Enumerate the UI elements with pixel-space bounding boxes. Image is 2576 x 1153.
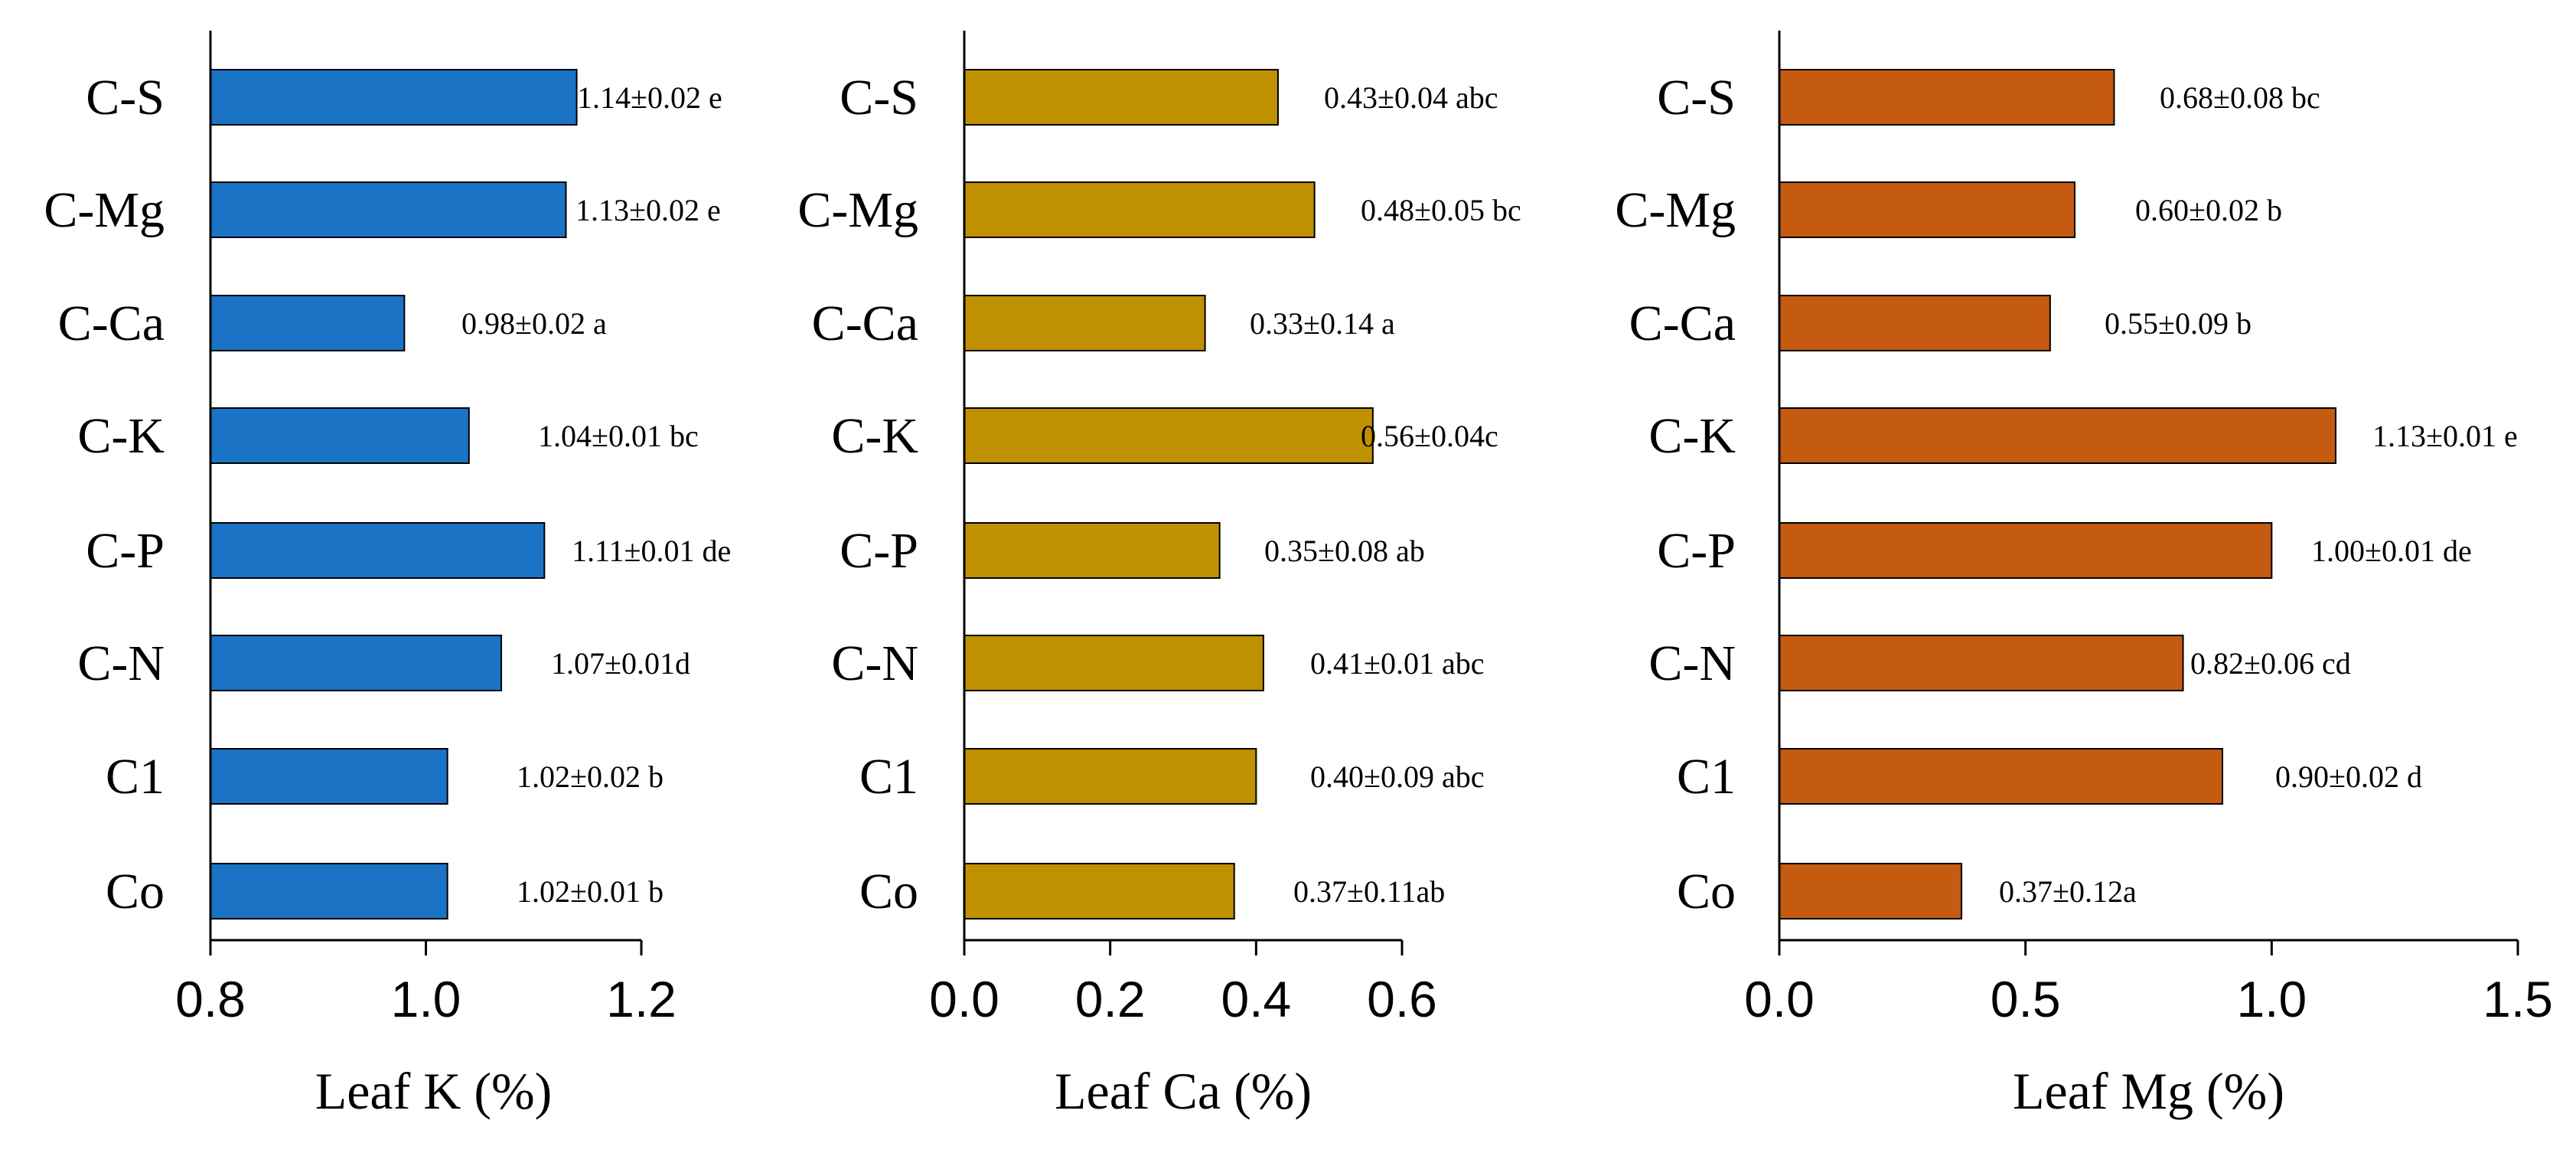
category-label-C-K: C-K <box>831 408 918 464</box>
bar-C1 <box>964 748 1257 805</box>
data-label-C1: 1.02±0.02 b <box>517 759 664 794</box>
x-tick-label: 0.2 <box>1075 971 1146 1027</box>
data-label-C1: 0.90±0.02 d <box>2275 759 2422 794</box>
bar-Co <box>964 863 1235 919</box>
data-label-C-P: 1.11±0.01 de <box>572 534 731 568</box>
data-label-C-S: 1.14±0.02 e <box>577 80 722 115</box>
bar-C-S <box>1779 69 2115 126</box>
bar-C1 <box>210 748 448 805</box>
category-label-C-K: C-K <box>77 408 165 464</box>
bar-C-K <box>210 407 470 464</box>
data-label-C-S: 0.68±0.08 bc <box>2160 80 2320 115</box>
data-label-C-Mg: 1.13±0.02 e <box>576 193 721 227</box>
data-label-C-K: 1.13±0.01 e <box>2372 419 2518 453</box>
chart-panel-3: C-S 0.68±0.08 bc C-Mg 0.60±0.02 b C-Ca 0.55±0… <box>1615 31 2553 1120</box>
bar-Co <box>210 863 448 919</box>
x-tick-label: 1.0 <box>391 971 461 1027</box>
bar-C-S <box>964 69 1279 126</box>
category-label-C-S: C-S <box>840 70 918 126</box>
data-label-C-N: 0.82±0.06 cd <box>2190 646 2351 681</box>
x-tick-label: 0.6 <box>1367 971 1437 1027</box>
bar-C-Ca <box>1779 295 2051 351</box>
chart-panel-2: C-S 0.43±0.04 abc C-Mg 0.48±0.05 bc C-Ca 0.33… <box>797 31 1521 1120</box>
bar-C-N <box>210 635 503 691</box>
bar-C-N <box>1779 635 2184 691</box>
data-label-Co: 0.37±0.11ab <box>1293 874 1445 909</box>
category-label-C-N: C-N <box>77 635 165 691</box>
data-label-Co: 0.37±0.12a <box>1999 874 2137 909</box>
x-tick-label: 0.5 <box>1991 971 2061 1027</box>
category-label-C1: C1 <box>1677 749 1736 805</box>
x-tick-label: 0.0 <box>1744 971 1815 1027</box>
category-label-C-S: C-S <box>1657 70 1736 126</box>
category-label-C1: C1 <box>106 749 165 805</box>
category-label-C-S: C-S <box>86 70 165 126</box>
category-label-C-Ca: C-Ca <box>812 296 918 351</box>
data-label-C-Ca: 0.33±0.14 a <box>1250 306 1395 341</box>
category-label-C1: C1 <box>859 749 918 805</box>
category-label-C-P: C-P <box>1657 523 1736 579</box>
bar-C1 <box>1779 748 2223 805</box>
x-tick-label: 1.5 <box>2483 971 2553 1027</box>
data-label-C-N: 0.41±0.01 abc <box>1310 646 1484 681</box>
x-tick-label: 1.0 <box>2236 971 2307 1027</box>
x-tick-label: 0.0 <box>929 971 999 1027</box>
data-label-C-S: 0.43±0.04 abc <box>1324 80 1498 115</box>
x-tick-label: 0.4 <box>1221 971 1291 1027</box>
category-label-C-K: C-K <box>1648 408 1736 464</box>
bar-C-K <box>1779 407 2336 464</box>
x-tick-label: 0.8 <box>175 971 246 1027</box>
category-label-Co: Co <box>859 864 918 919</box>
category-label-C-Mg: C-Mg <box>797 182 918 238</box>
category-label-C-P: C-P <box>86 523 165 579</box>
data-label-C-K: 1.04±0.01 bc <box>538 419 699 453</box>
category-label-C-Ca: C-Ca <box>58 296 165 351</box>
bar-C-S <box>210 69 578 126</box>
bar-Co <box>1779 863 1963 919</box>
x-axis-title: Leaf K (%) <box>315 1062 553 1120</box>
category-label-C-N: C-N <box>831 635 918 691</box>
bar-C-Ca <box>210 295 406 351</box>
data-label-Co: 1.02±0.01 b <box>517 874 664 909</box>
bar-C-P <box>210 522 546 579</box>
chart-panel-1: C-S 1.14±0.02 e C-Mg 1.13±0.02 e C-Ca 0.98±0.… <box>44 31 731 1120</box>
bar-C-N <box>964 635 1264 691</box>
data-label-C-P: 0.35±0.08 ab <box>1264 534 1425 568</box>
bar-C-Mg <box>210 181 567 238</box>
x-tick-label: 1.2 <box>606 971 677 1027</box>
bar-C-Mg <box>964 181 1316 238</box>
data-label-C-Mg: 0.60±0.02 b <box>2135 193 2282 227</box>
bar-C-Ca <box>964 295 1206 351</box>
data-label-C-N: 1.07±0.01d <box>551 646 690 681</box>
data-label-C-K: 0.56±0.04c <box>1361 419 1498 453</box>
data-label-C-Mg: 0.48±0.05 bc <box>1361 193 1521 227</box>
category-label-C-Ca: C-Ca <box>1629 296 1736 351</box>
category-label-C-Mg: C-Mg <box>1615 182 1736 238</box>
data-label-C-P: 1.00±0.01 de <box>2311 534 2472 568</box>
x-axis-title: Leaf Ca (%) <box>1055 1062 1312 1120</box>
category-label-Co: Co <box>1677 864 1736 919</box>
bar-C-P <box>964 522 1221 579</box>
category-label-C-P: C-P <box>840 523 918 579</box>
bar-C-P <box>1779 522 2273 579</box>
data-label-C1: 0.40±0.09 abc <box>1310 759 1484 794</box>
data-label-C-Ca: 0.98±0.02 a <box>461 306 607 341</box>
bar-C-Mg <box>1779 181 2075 238</box>
category-label-C-N: C-N <box>1648 635 1736 691</box>
x-axis-title: Leaf Mg (%) <box>2013 1062 2284 1120</box>
bar-C-K <box>964 407 1374 464</box>
data-label-C-Ca: 0.55±0.09 b <box>2105 306 2252 341</box>
category-label-Co: Co <box>106 864 165 919</box>
category-label-C-Mg: C-Mg <box>44 182 165 238</box>
